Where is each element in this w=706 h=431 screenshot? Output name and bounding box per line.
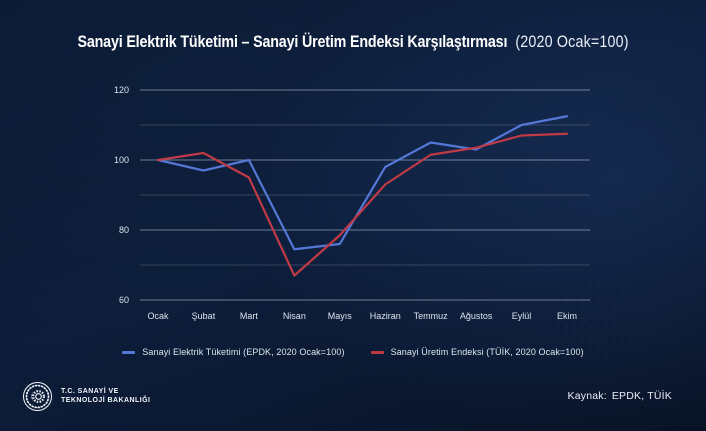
x-axis-month-label: Ocak [147,311,169,321]
ministry-name-line1: T.C. SANAYİ VE [61,388,119,395]
legend-label-electricity: Sanayi Elektrik Tüketimi (EPDK, 2020 Oca… [142,347,345,357]
source-value: EPDK, TÜİK [611,390,672,402]
footer-bar: T.C. SANAYİ VE TEKNOLOJİ BAKANLIĞI Kayna… [0,369,706,431]
production-series-line [156,132,569,277]
legend-label-production: Sanayi Üretim Endeksi (TÜİK, 2020 Ocak=1… [390,347,584,357]
x-axis-month-label: Eylül [512,311,532,321]
source-label: Kaynak: [567,390,607,402]
x-axis-month-label: Şubat [192,311,216,321]
title-main: Sanayi Elektrik Tüketimi – Sanayi Üretim… [77,32,508,51]
legend-dash-blue-icon [122,350,136,354]
legend-item-production: Sanayi Üretim Endeksi (TÜİK, 2020 Ocak=1… [370,347,584,357]
x-axis-month-label: Haziran [370,311,401,321]
ministry-logo: T.C. SANAYİ VE TEKNOLOJİ BAKANLIĞI [22,381,150,412]
chart-legend: Sanayi Elektrik Tüketimi (EPDK, 2020 Oca… [0,347,706,357]
y-axis-tick-label: 100 [114,155,129,165]
x-axis-month-label: Ağustos [460,311,493,321]
ministry-emblem-icon [23,381,52,411]
x-axis-month-label: Temmuz [414,311,449,321]
x-axis-month-label: Nisan [283,311,306,321]
ministry-name: T.C. SANAYİ VE TEKNOLOJİ BAKANLIĞI [61,387,150,405]
page-title: Sanayi Elektrik Tüketimi – Sanayi Üretim… [0,31,706,53]
x-axis-month-label: Mart [240,311,258,321]
legend-dash-red-icon [370,350,384,354]
legend-item-electricity: Sanayi Elektrik Tüketimi (EPDK, 2020 Oca… [122,347,344,357]
y-axis-tick-label: 60 [119,295,129,305]
source-attribution: Kaynak: EPDK, TÜİK [568,390,673,402]
y-axis-tick-label: 120 [114,85,129,95]
x-axis-month-label: Mayıs [328,311,353,321]
title-subtitle: (2020 Ocak=100) [515,32,629,51]
ministry-name-line2: TEKNOLOJİ BAKANLIĞI [61,397,151,404]
y-axis-tick-label: 80 [119,225,129,235]
electricity-series-line [156,115,569,251]
x-axis-month-label: Ekim [557,311,577,321]
